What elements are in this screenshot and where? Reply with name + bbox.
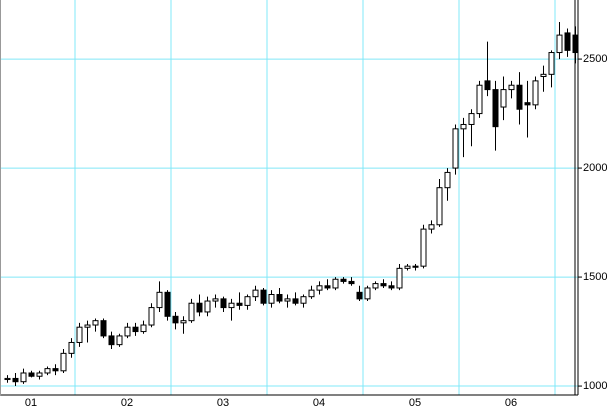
candle-body	[164, 291, 171, 317]
candle-body	[132, 326, 139, 333]
candle-body	[348, 280, 355, 285]
candle-body	[316, 285, 323, 291]
candle-body	[300, 296, 307, 304]
candle-body	[444, 171, 451, 189]
x-tick-label: 06	[505, 397, 517, 409]
y-tick-label: 1000	[583, 380, 607, 392]
candle-body	[548, 52, 555, 75]
candle-body	[380, 283, 387, 287]
candle-body	[404, 265, 411, 269]
candle-body	[100, 320, 107, 337]
y-tick-label: 2500	[583, 53, 607, 65]
candle-body	[260, 289, 267, 304]
candle-body	[460, 123, 467, 130]
candle-body	[276, 294, 283, 302]
candle-body	[364, 287, 371, 300]
candle-body	[500, 89, 507, 108]
candle-body	[148, 307, 155, 326]
candle-body	[396, 267, 403, 289]
candle-body	[484, 80, 491, 91]
candle-body	[76, 326, 83, 343]
candle-body	[356, 291, 363, 300]
candle-body	[508, 84, 515, 91]
candle-body	[172, 315, 179, 324]
candle-body	[436, 187, 443, 226]
candle-body	[468, 113, 475, 125]
candle-body	[84, 324, 91, 328]
candle-body	[20, 372, 27, 383]
candle-body	[292, 298, 299, 304]
candle-body	[204, 300, 211, 313]
candle-body	[564, 32, 571, 51]
candle-body	[28, 372, 35, 377]
x-tick-label: 03	[217, 397, 229, 409]
candle-body	[476, 84, 483, 115]
candle-body	[372, 283, 379, 289]
candle-body	[452, 128, 459, 169]
candle-body	[52, 368, 59, 372]
candle-body	[68, 341, 75, 354]
candle-body	[340, 278, 347, 282]
candle-body	[412, 265, 419, 268]
candle-body	[388, 285, 395, 289]
candle-body	[308, 289, 315, 298]
candle-body	[252, 289, 259, 298]
x-tick-label: 02	[121, 397, 133, 409]
x-tick-label: 05	[409, 397, 421, 409]
candle-body	[44, 368, 51, 374]
candle-body	[92, 320, 99, 326]
candle-body	[228, 302, 235, 309]
candle-body	[180, 320, 187, 324]
candle-body	[124, 326, 131, 337]
candle-body	[332, 278, 339, 289]
candle-body	[188, 302, 195, 322]
candle-body	[516, 84, 523, 110]
y-tick-label: 2000	[583, 162, 607, 174]
candle-body	[156, 291, 163, 309]
candle-body	[236, 302, 243, 306]
candle-body	[532, 80, 539, 106]
candle-body	[220, 298, 227, 309]
candle-body	[428, 224, 435, 230]
candle-body	[36, 372, 43, 377]
candle-body	[196, 302, 203, 313]
candle-body	[4, 377, 11, 381]
candle-body	[324, 285, 331, 289]
candle-body	[420, 228, 427, 267]
candle-body	[492, 89, 499, 128]
candle-body	[540, 73, 547, 78]
candle-body	[244, 296, 251, 306]
candle-body	[108, 335, 115, 346]
x-tick-label: 04	[313, 397, 325, 409]
candle-body	[524, 102, 531, 106]
candle-body	[556, 34, 563, 54]
candle-body	[12, 377, 19, 383]
y-tick-label: 1500	[583, 271, 607, 283]
candle-body	[284, 298, 291, 302]
x-tick-label: 01	[25, 397, 37, 409]
candle-body	[116, 335, 123, 346]
candle-body	[60, 352, 67, 372]
candle-body	[140, 324, 147, 333]
candle-body	[268, 294, 275, 304]
candle-body	[212, 298, 219, 302]
